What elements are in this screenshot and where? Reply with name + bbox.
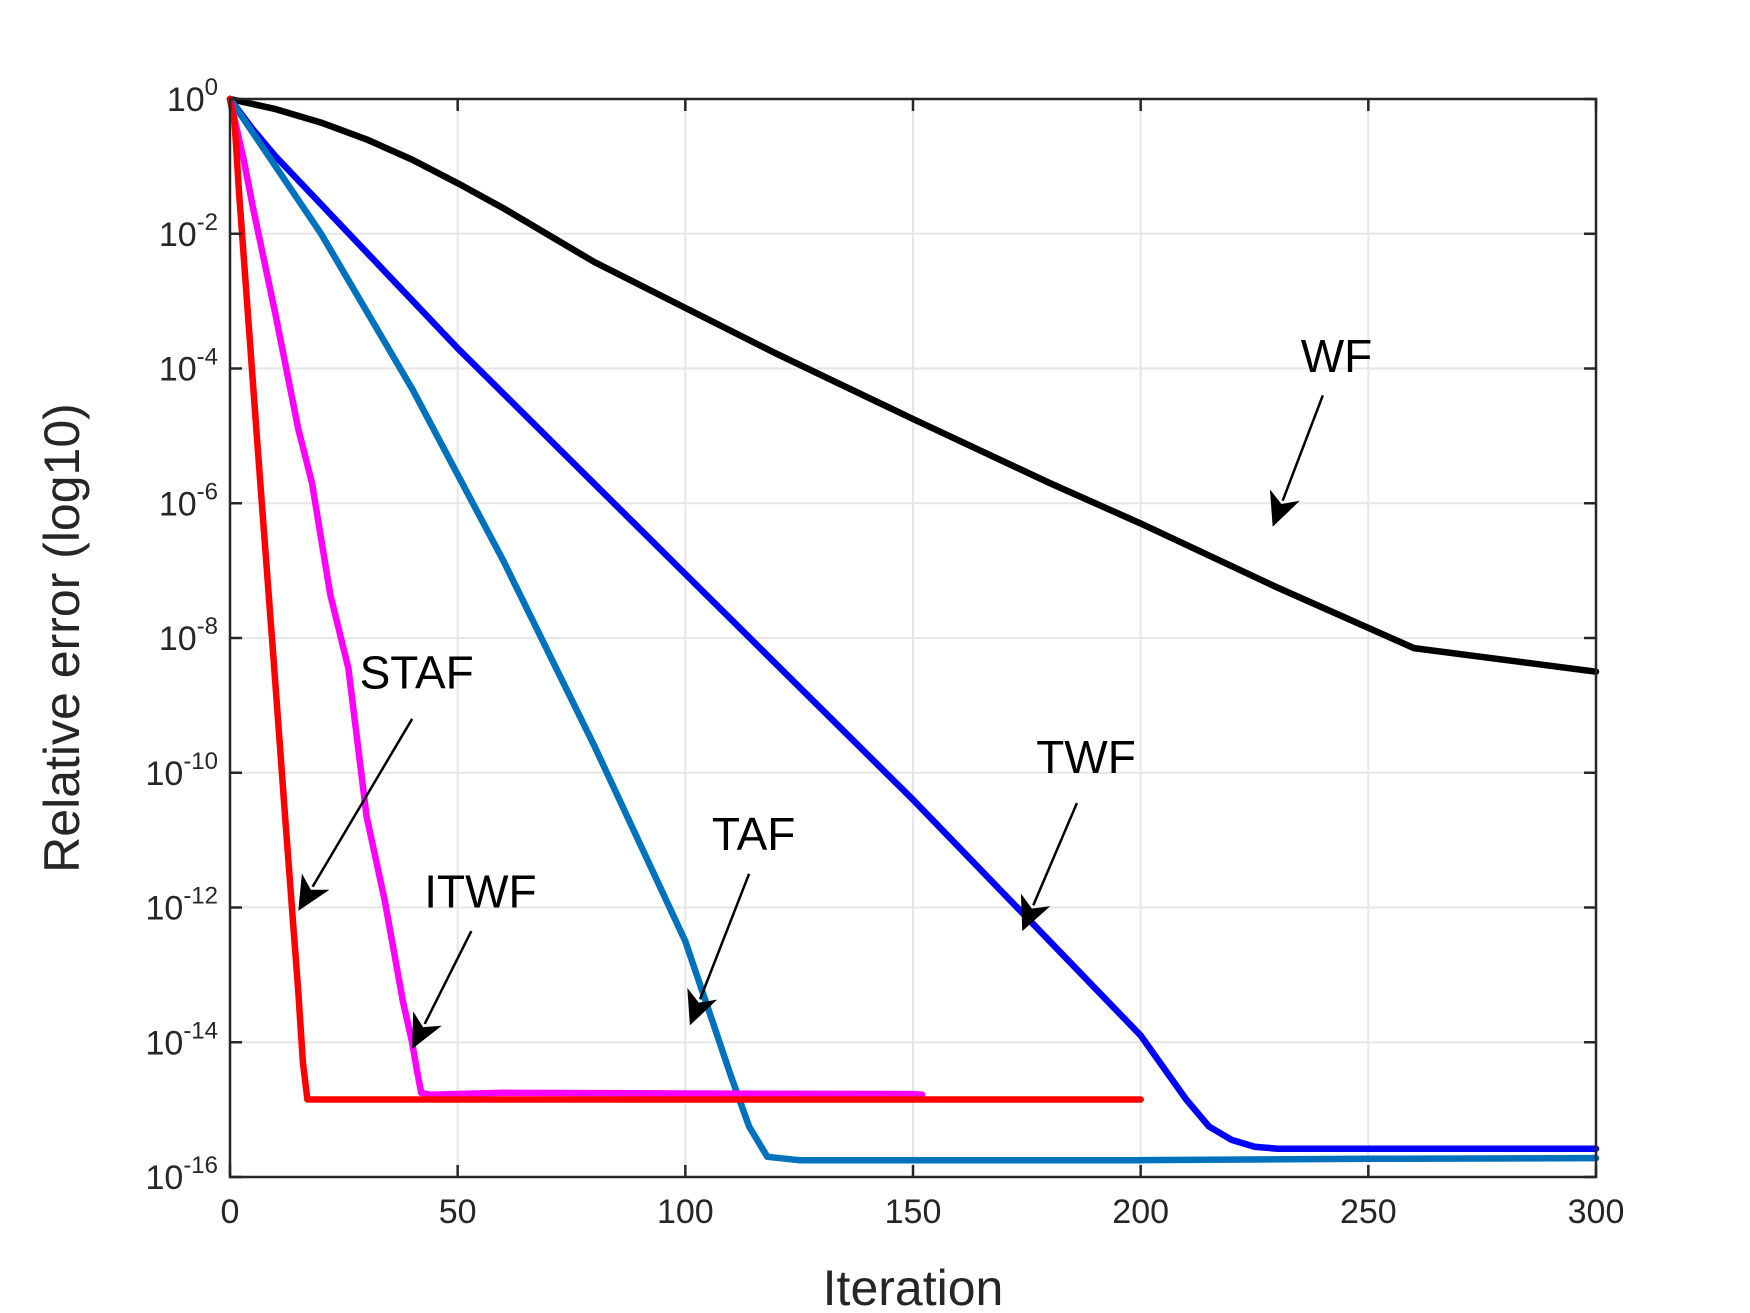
- y-tick-label: 10-6: [159, 478, 218, 523]
- series-line-taf: [226, 95, 1600, 1164]
- y-tick-label: 10-8: [159, 613, 218, 658]
- annotation-arrowhead-wf: [1269, 489, 1300, 527]
- annotation-arrow-staf: [311, 718, 414, 888]
- y-tick-label: 10-16: [145, 1152, 218, 1197]
- series-lines: [226, 95, 1600, 1164]
- x-tick-label: 100: [657, 1193, 714, 1231]
- axis-ticks: 0 50 100 150 200 250 300 100 10-2 10-4 10-6 10-8 10-…: [145, 74, 1624, 1231]
- x-tick-label: 50: [439, 1193, 477, 1231]
- y-tick-label: 10-2: [159, 209, 218, 254]
- annotation-label-staf: STAF: [360, 647, 474, 699]
- y-tick-label: 10-10: [145, 748, 218, 793]
- series-line-itwf: [226, 95, 926, 1099]
- annotation-arrow-itwf: [423, 930, 473, 1025]
- y-tick-label: 100: [167, 74, 218, 119]
- y-tick-label: 10-12: [145, 883, 218, 928]
- x-tick-label: 300: [1568, 1193, 1625, 1231]
- annotation-arrow-twf: [1032, 802, 1079, 906]
- y-tick-label: 10-14: [145, 1017, 218, 1062]
- annotation-label-itwf: ITWF: [424, 866, 536, 918]
- x-tick-label: 0: [221, 1193, 240, 1231]
- annotation-label-taf: TAF: [712, 808, 795, 860]
- x-axis-label: Iteration: [823, 1260, 1004, 1313]
- annotation-label-wf: WF: [1301, 330, 1373, 382]
- series-line-wf: [226, 95, 1600, 675]
- annotation-label-twf: TWF: [1036, 731, 1136, 783]
- annotation-arrowhead-twf: [1020, 893, 1051, 932]
- annotation-arrowhead-itwf: [412, 1011, 442, 1049]
- x-tick-label: 250: [1340, 1193, 1397, 1231]
- y-tick-label: 10-4: [159, 344, 218, 389]
- grid: [230, 99, 1596, 1177]
- annotations: WF TWF TAF ITWF STAF: [298, 330, 1372, 1049]
- series-line-twf: [226, 95, 1600, 1152]
- annotation-arrowhead-taf: [687, 987, 718, 1026]
- x-tick-label: 200: [1112, 1193, 1169, 1231]
- y-axis-label: Relative error (log10): [34, 403, 90, 873]
- annotation-arrow-taf: [698, 873, 751, 1000]
- series-line-staf: [226, 95, 1144, 1103]
- annotation-arrow-wf: [1281, 395, 1324, 502]
- x-tick-label: 150: [885, 1193, 942, 1231]
- annotation-arrowhead-staf: [298, 873, 330, 911]
